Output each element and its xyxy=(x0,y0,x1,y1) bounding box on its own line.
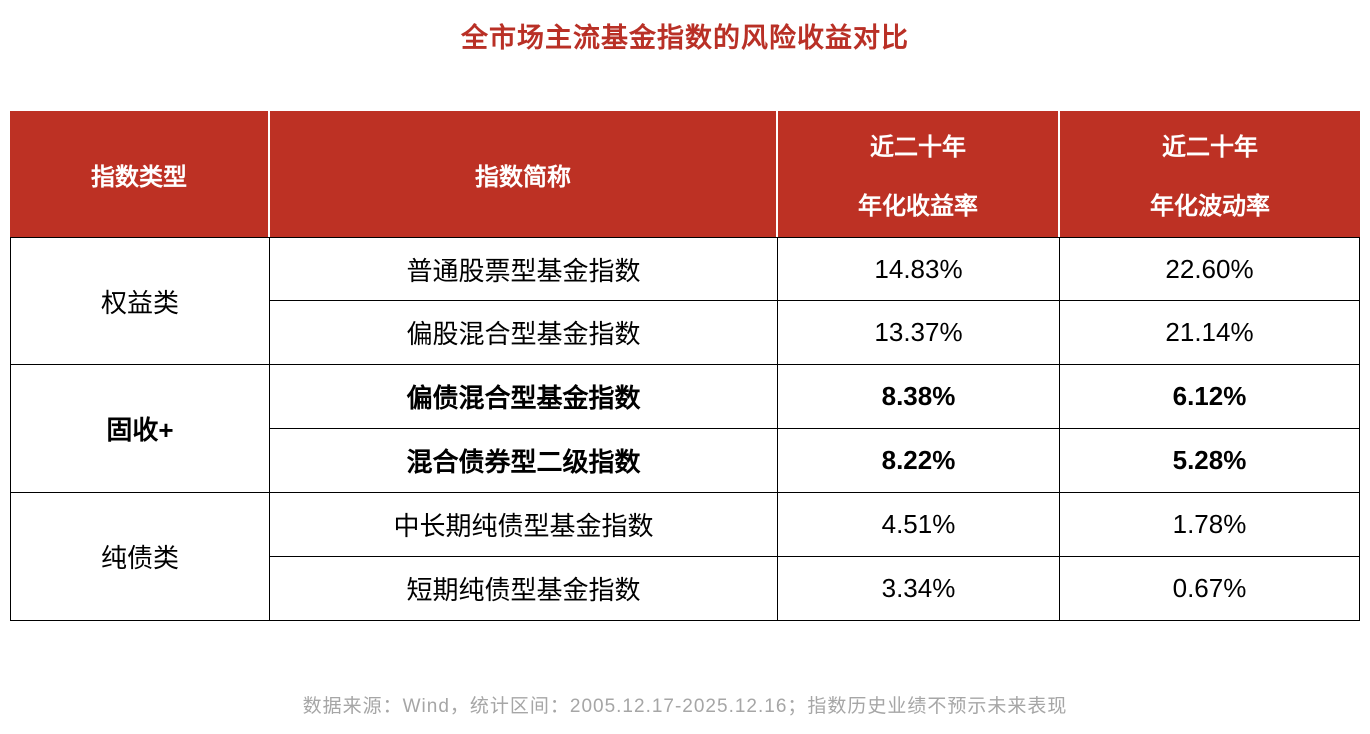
return-cell: 8.38% xyxy=(778,365,1060,429)
header-label-index-name: 指数简称 xyxy=(475,163,571,191)
volatility-cell: 6.12% xyxy=(1060,365,1360,429)
fund-index-table: 指数类型 指数简称 近二十年 年化收益率 近二十年 年化波动率 权益类 普通股票… xyxy=(10,111,1360,621)
header-cell-index-name: 指数简称 xyxy=(270,111,778,237)
table-row: 权益类 普通股票型基金指数 14.83% 22.60% xyxy=(10,237,1360,365)
table-row: 短期纯债型基金指数 3.34% 0.67% xyxy=(10,557,1360,621)
table-row: 固收+ 偏债混合型基金指数 8.38% 6.12% xyxy=(10,365,1360,493)
return-cell: 8.22% xyxy=(778,429,1060,493)
index-name-cell: 中长期纯债型基金指数 xyxy=(270,493,778,557)
table-row: 纯债类 中长期纯债型基金指数 4.51% 1.78% xyxy=(10,493,1360,621)
header-label-return-line2: 年化收益率 xyxy=(858,193,978,220)
table-container: 指数类型 指数简称 近二十年 年化收益率 近二十年 年化波动率 权益类 普通股票… xyxy=(10,111,1360,621)
header-label-volatility-line2: 年化波动率 xyxy=(1150,193,1270,220)
return-cell: 3.34% xyxy=(778,557,1060,621)
volatility-cell: 22.60% xyxy=(1060,237,1360,301)
table-row: 偏股混合型基金指数 13.37% 21.14% xyxy=(10,301,1360,365)
header-cell-index-type: 指数类型 xyxy=(10,111,270,237)
index-name-cell: 偏债混合型基金指数 xyxy=(270,365,778,429)
volatility-cell: 1.78% xyxy=(1060,493,1360,557)
category-cell-fixed-income-plus: 固收+ xyxy=(10,365,270,493)
table-row: 混合债券型二级指数 8.22% 5.28% xyxy=(10,429,1360,493)
volatility-cell: 0.67% xyxy=(1060,557,1360,621)
volatility-cell: 21.14% xyxy=(1060,301,1360,365)
header-cell-annualized-return: 近二十年 年化收益率 xyxy=(778,111,1060,237)
header-label-return-line1: 近二十年 xyxy=(870,134,966,161)
data-source-note: 数据来源：Wind，统计区间：2005.12.17-2025.12.16；指数历… xyxy=(302,696,1068,717)
category-cell-equity: 权益类 xyxy=(10,237,270,365)
volatility-cell: 5.28% xyxy=(1060,429,1360,493)
table-header: 指数类型 指数简称 近二十年 年化收益率 近二十年 年化波动率 xyxy=(10,111,1360,237)
index-name-cell: 混合债券型二级指数 xyxy=(270,429,778,493)
page-title: 全市场主流基金指数的风险收益对比 xyxy=(461,23,909,53)
return-cell: 14.83% xyxy=(778,237,1060,301)
header-label-volatility-line1: 近二十年 xyxy=(1162,134,1258,161)
index-name-cell: 短期纯债型基金指数 xyxy=(270,557,778,621)
header-cell-annualized-volatility: 近二十年 年化波动率 xyxy=(1060,111,1360,237)
header-row: 指数类型 指数简称 近二十年 年化收益率 近二十年 年化波动率 xyxy=(10,111,1360,237)
index-name-cell: 普通股票型基金指数 xyxy=(270,237,778,301)
table-body: 权益类 普通股票型基金指数 14.83% 22.60% 偏股混合型基金指数 13… xyxy=(10,237,1360,621)
index-name-cell: 偏股混合型基金指数 xyxy=(270,301,778,365)
header-label-index-type: 指数类型 xyxy=(91,163,187,191)
return-cell: 13.37% xyxy=(778,301,1060,365)
category-cell-pure-bond: 纯债类 xyxy=(10,493,270,621)
return-cell: 4.51% xyxy=(778,493,1060,557)
